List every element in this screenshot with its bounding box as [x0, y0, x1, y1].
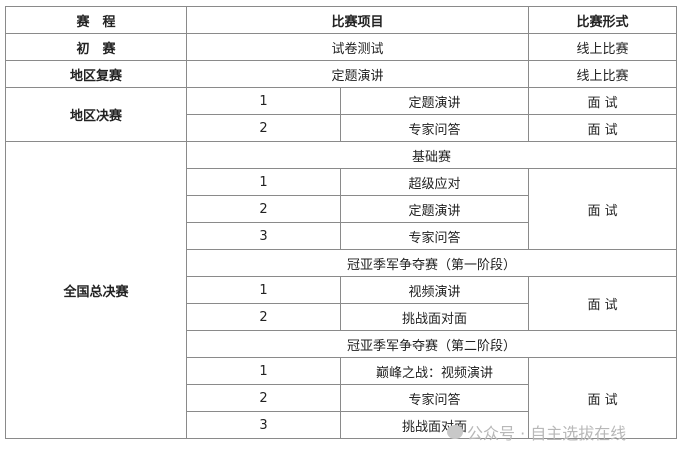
item-cell: 超级应对 — [339, 168, 530, 196]
section-title-row: 全国总决赛 基础赛 — [5, 141, 678, 439]
format-cell: 面 试 — [528, 114, 678, 142]
table-row: 2 专家问答 — [6, 384, 677, 412]
table-row: 地区决赛 1 定题演讲 面 试 — [5, 87, 678, 142]
number-cell: 1 — [186, 276, 341, 304]
item-cell: 定题演讲 — [339, 195, 530, 223]
header-stage: 赛 程 — [5, 6, 187, 34]
number-cell: 2 — [186, 195, 341, 223]
header-row: 赛 程 比赛项目 比赛形式 — [5, 6, 678, 34]
table-row: 初 赛 试卷测试 线上比赛 — [5, 33, 678, 61]
number-cell: 2 — [186, 384, 341, 412]
table-row: 2 专家问答 面 试 — [6, 114, 678, 142]
format-cell: 线上比赛 — [528, 33, 678, 61]
section-title: 冠亚季军争夺赛（第二阶段） — [185, 330, 678, 358]
item-cell: 定题演讲 — [185, 60, 530, 88]
item-cell: 专家问答 — [339, 384, 530, 412]
number-cell: 3 — [186, 222, 341, 250]
number-cell: 3 — [186, 411, 341, 439]
format-cell: 面 试 — [528, 168, 678, 250]
competition-schedule-table: 赛 程 比赛项目 比赛形式 初 赛 试卷测试 线上比赛 地区复赛 定题演讲 线上… — [5, 6, 678, 439]
item-cell: 挑战面对面 — [339, 411, 530, 439]
section-title-row: 冠亚季军争夺赛（第一阶段） — [6, 249, 678, 277]
number-cell: 1 — [186, 168, 341, 196]
item-cell: 试卷测试 — [185, 33, 530, 61]
item-cell: 挑战面对面 — [339, 303, 530, 331]
item-cell: 视频演讲 — [339, 276, 530, 304]
item-cell: 专家问答 — [339, 222, 530, 250]
item-cell: 定题演讲 — [339, 87, 530, 115]
stage-cell: 地区复赛 — [5, 60, 187, 88]
watermark-text: 公众号 · 自主选拔在线 — [467, 424, 627, 443]
header-items: 比赛项目 — [185, 6, 530, 34]
format-cell: 面 试 — [528, 357, 678, 439]
stage-cell: 初 赛 — [5, 33, 187, 61]
wechat-icon — [447, 425, 463, 439]
header-format: 比赛形式 — [528, 6, 678, 34]
format-cell: 线上比赛 — [528, 60, 678, 88]
section-title: 冠亚季军争夺赛（第一阶段） — [185, 249, 678, 277]
table-row: 3 挑战面对面 — [6, 411, 677, 439]
number-cell: 1 — [186, 357, 341, 385]
number-cell: 1 — [186, 87, 341, 115]
item-cell: 巅峰之战：视频演讲 — [339, 357, 530, 385]
format-cell: 面 试 — [528, 87, 678, 115]
watermark: 公众号 · 自主选拔在线 — [447, 420, 626, 444]
number-cell: 2 — [186, 303, 341, 331]
item-cell: 专家问答 — [339, 114, 530, 142]
section-title: 基础赛 — [185, 141, 678, 169]
number-cell: 2 — [186, 114, 341, 142]
format-cell: 面 试 — [528, 276, 678, 331]
stage-cell: 全国总决赛 — [5, 141, 187, 439]
table-row: 地区复赛 定题演讲 线上比赛 — [5, 60, 678, 88]
stage-cell: 地区决赛 — [5, 87, 187, 142]
table-row: 1 视频演讲 面 试 — [6, 276, 678, 331]
